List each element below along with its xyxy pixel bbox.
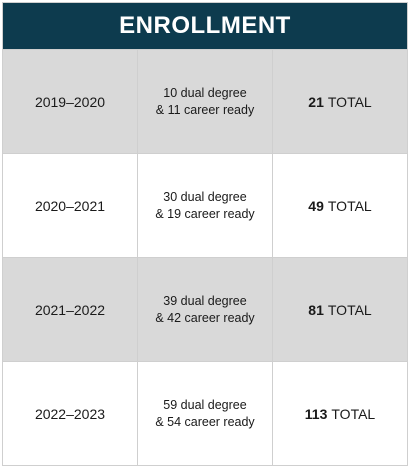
breakdown-cell: 59 dual degree & 54 career ready: [137, 362, 272, 465]
table-title: ENROLLMENT: [3, 3, 407, 49]
total-number: 81: [308, 301, 324, 318]
dual-degree-text: 10 dual degree: [163, 85, 247, 100]
total-cell: 49 TOTAL: [272, 154, 407, 257]
total-number: 21: [308, 93, 324, 110]
career-ready-text: & 19 career ready: [155, 206, 255, 221]
table-body: 2019–2020 10 dual degree & 11 career rea…: [3, 49, 407, 465]
year-cell: 2019–2020: [34, 93, 106, 110]
table-row: 2020–2021 30 dual degree & 19 career rea…: [3, 153, 407, 257]
career-ready-text: & 11 career ready: [155, 102, 255, 117]
total-cell: 21 TOTAL: [272, 50, 407, 153]
total-number: 49: [308, 197, 324, 214]
total-cell: 81 TOTAL: [272, 258, 407, 361]
year-cell: 2022–2023: [34, 405, 106, 422]
dual-degree-text: 39 dual degree: [163, 293, 247, 308]
total-number: 113: [304, 405, 328, 422]
year-cell: 2021–2022: [34, 301, 106, 318]
breakdown-cell: 39 dual degree & 42 career ready: [137, 258, 272, 361]
dual-degree-text: 30 dual degree: [163, 189, 247, 204]
total-label: TOTAL: [327, 197, 372, 214]
total-label: TOTAL: [327, 93, 372, 110]
breakdown-cell: 10 dual degree & 11 career ready: [137, 50, 272, 153]
table-row: 2019–2020 10 dual degree & 11 career rea…: [3, 49, 407, 153]
table-row: 2021–2022 39 dual degree & 42 career rea…: [3, 257, 407, 361]
career-ready-text: & 42 career ready: [155, 310, 255, 325]
total-cell: 113 TOTAL: [272, 362, 407, 465]
career-ready-text: & 54 career ready: [155, 414, 255, 429]
breakdown-cell: 30 dual degree & 19 career ready: [137, 154, 272, 257]
dual-degree-text: 59 dual degree: [163, 397, 247, 412]
total-label: TOTAL: [327, 301, 372, 318]
year-cell: 2020–2021: [34, 197, 106, 214]
total-label: TOTAL: [331, 405, 376, 422]
table-row: 2022–2023 59 dual degree & 54 career rea…: [3, 361, 407, 465]
